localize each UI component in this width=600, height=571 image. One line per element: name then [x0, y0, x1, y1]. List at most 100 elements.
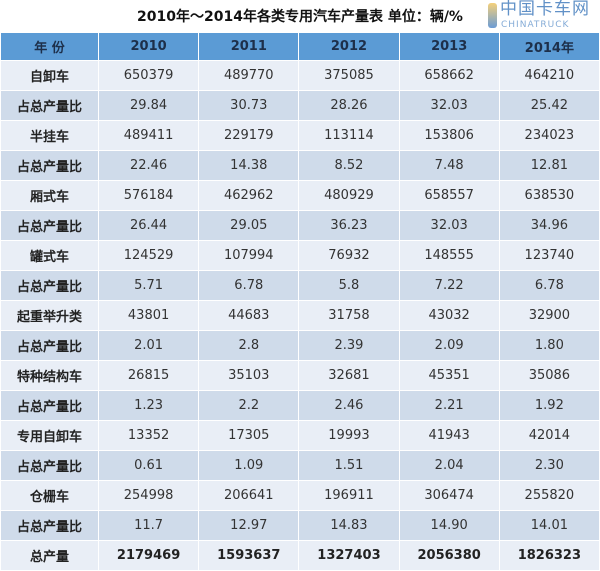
table-cell: 375085 [298, 60, 400, 91]
header-year: 2010 [97, 32, 200, 61]
category-row: 半挂车 489411 229179 113114 153806 234023 [0, 120, 600, 151]
row-label: 厢式车 [0, 180, 99, 211]
table-cell: 13352 [97, 420, 200, 451]
table-cell: 1593637 [198, 540, 300, 571]
table-cell: 26815 [97, 360, 200, 391]
table-cell: 17305 [198, 420, 300, 451]
table-cell: 32900 [498, 300, 600, 331]
row-label: 占总产量比 [0, 390, 99, 421]
row-label: 罐式车 [0, 240, 99, 271]
row-label: 仓栅车 [0, 480, 99, 511]
table-cell: 148555 [398, 240, 500, 271]
watermark-cn: 中国卡车网 [500, 0, 590, 19]
table-cell: 5.71 [97, 270, 200, 301]
table-cell: 2.04 [398, 450, 500, 481]
category-row: 厢式车 576184 462962 480929 658557 638530 [0, 180, 600, 211]
table-cell: 206641 [198, 480, 300, 511]
header-year: 2013 [398, 32, 500, 61]
category-row: 罐式车 124529 107994 76932 148555 123740 [0, 240, 600, 271]
category-row: 起重举升类 43801 44683 31758 43032 32900 [0, 300, 600, 331]
table-cell: 576184 [97, 180, 200, 211]
logo-mark-icon [488, 3, 497, 28]
table-cell: 1.23 [97, 390, 200, 421]
table-cell: 2.01 [97, 330, 200, 361]
row-label: 占总产量比 [0, 270, 99, 301]
table-cell: 43032 [398, 300, 500, 331]
table-cell: 35086 [498, 360, 600, 391]
table-cell: 45351 [398, 360, 500, 391]
table-cell: 32681 [298, 360, 400, 391]
table-cell: 19993 [298, 420, 400, 451]
table-cell: 1.80 [498, 330, 600, 361]
table-cell: 76932 [298, 240, 400, 271]
table-cell: 41943 [398, 420, 500, 451]
table-cell: 2056380 [398, 540, 500, 571]
row-label: 占总产量比 [0, 210, 99, 241]
category-row: 专用自卸车 13352 17305 19993 41943 42014 [0, 420, 600, 451]
header-year: 2011 [198, 32, 300, 61]
table-cell: 2.8 [198, 330, 300, 361]
table-cell: 489770 [198, 60, 300, 91]
table-cell: 11.7 [97, 510, 200, 541]
ratio-row: 占总产量比 0.61 1.09 1.51 2.04 2.30 [0, 450, 600, 481]
row-label: 占总产量比 [0, 150, 99, 181]
table-cell: 113114 [298, 120, 400, 151]
table-cell: 196911 [298, 480, 400, 511]
table-cell: 26.44 [97, 210, 200, 241]
table-cell: 2.30 [498, 450, 600, 481]
category-row: 特种结构车 26815 35103 32681 45351 35086 [0, 360, 600, 391]
table-cell: 12.97 [198, 510, 300, 541]
table-cell: 1.09 [198, 450, 300, 481]
table-title: 2010年～2014年各类专用汽车产量表 单位：辆/% [137, 9, 463, 25]
table-cell: 31758 [298, 300, 400, 331]
row-label: 半挂车 [0, 120, 99, 151]
ratio-row: 占总产量比 5.71 6.78 5.8 7.22 6.78 [0, 270, 600, 301]
table-cell: 29.84 [97, 90, 200, 121]
table-cell: 30.73 [198, 90, 300, 121]
table-cell: 28.26 [298, 90, 400, 121]
row-label: 占总产量比 [0, 450, 99, 481]
table-cell: 25.42 [498, 90, 600, 121]
total-row: 总产量 2179469 1593637 1327403 2056380 1826323 [0, 540, 600, 571]
row-label: 占总产量比 [0, 510, 99, 541]
table-cell: 153806 [398, 120, 500, 151]
header-year-label: 年 份 [0, 32, 99, 61]
header-year: 2012 [298, 32, 400, 61]
ratio-row: 占总产量比 2.01 2.8 2.39 2.09 1.80 [0, 330, 600, 361]
table-cell: 6.78 [198, 270, 300, 301]
table-cell: 650379 [97, 60, 200, 91]
table-cell: 34.96 [498, 210, 600, 241]
table-cell: 36.23 [298, 210, 400, 241]
table-cell: 7.22 [398, 270, 500, 301]
watermark-en: CHINATRUCK [501, 20, 570, 30]
ratio-row: 占总产量比 26.44 29.05 36.23 32.03 34.96 [0, 210, 600, 241]
table-cell: 7.48 [398, 150, 500, 181]
table-cell: 2179469 [97, 540, 200, 571]
table-cell: 480929 [298, 180, 400, 211]
table-cell: 8.52 [298, 150, 400, 181]
table-cell: 35103 [198, 360, 300, 391]
table-cell: 254998 [97, 480, 200, 511]
ratio-row: 占总产量比 22.46 14.38 8.52 7.48 12.81 [0, 150, 600, 181]
table-cell: 489411 [97, 120, 200, 151]
table-cell: 32.03 [398, 210, 500, 241]
row-label: 占总产量比 [0, 330, 99, 361]
table-cell: 123740 [498, 240, 600, 271]
table-cell: 1327403 [298, 540, 400, 571]
category-row: 仓栅车 254998 206641 196911 306474 255820 [0, 480, 600, 511]
table-cell: 0.61 [97, 450, 200, 481]
table-cell: 2.09 [398, 330, 500, 361]
header-row: 年 份 2010 2011 2012 2013 2014年 [0, 32, 600, 61]
table-cell: 234023 [498, 120, 600, 151]
ratio-row: 占总产量比 29.84 30.73 28.26 32.03 25.42 [0, 90, 600, 121]
row-label: 占总产量比 [0, 90, 99, 121]
row-label: 总产量 [0, 540, 99, 571]
table-cell: 2.2 [198, 390, 300, 421]
header-year: 2014年 [498, 32, 600, 61]
table-cell: 43801 [97, 300, 200, 331]
table-cell: 1.92 [498, 390, 600, 421]
table-cell: 306474 [398, 480, 500, 511]
ratio-row: 占总产量比 11.7 12.97 14.83 14.90 14.01 [0, 510, 600, 541]
table-cell: 107994 [198, 240, 300, 271]
row-label: 专用自卸车 [0, 420, 99, 451]
